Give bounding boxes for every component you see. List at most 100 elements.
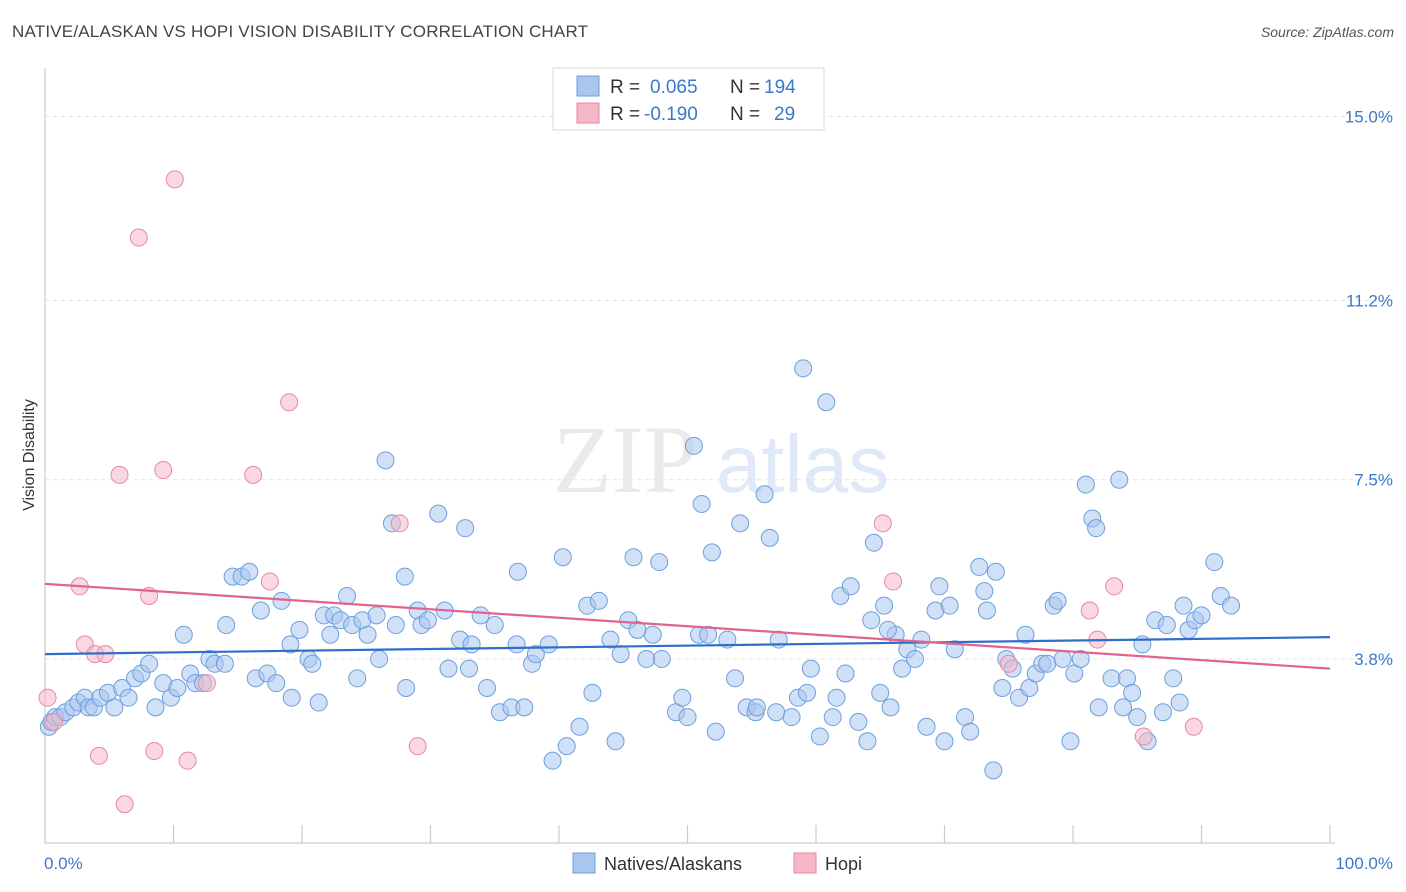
data-point: [794, 359, 813, 378]
data-point: [370, 649, 389, 668]
data-point: [395, 567, 414, 586]
data-point: [140, 654, 159, 673]
data-point: [873, 514, 892, 533]
data-point: [706, 722, 725, 741]
data-point: [999, 654, 1018, 673]
data-point: [557, 737, 576, 756]
data-point: [303, 654, 322, 673]
data-point: [836, 664, 855, 683]
data-point: [1102, 669, 1121, 688]
data-point: [1105, 577, 1124, 596]
data-point: [606, 732, 625, 751]
legend-label-natives: Natives/Alaskans: [604, 854, 742, 874]
data-point: [485, 616, 504, 635]
data-point: [386, 616, 405, 635]
source-label: Source: ZipAtlas.com: [1260, 24, 1394, 40]
data-point: [281, 635, 300, 654]
data-point: [290, 620, 309, 639]
data-point: [1153, 703, 1172, 722]
data-point: [731, 514, 750, 533]
data-point: [1053, 649, 1072, 668]
data-point: [38, 688, 57, 707]
data-point: [611, 645, 630, 664]
data-point: [1157, 616, 1176, 635]
data-point: [726, 669, 745, 688]
x-axis-ticks: [44, 825, 1331, 843]
data-point: [321, 625, 340, 644]
data-point: [105, 698, 124, 717]
watermark-atlas: atlas: [716, 419, 889, 510]
data-point: [508, 562, 527, 581]
data-point: [817, 393, 836, 412]
data-point: [1205, 553, 1224, 572]
data-point: [429, 504, 448, 523]
data-point: [893, 659, 912, 678]
data-point: [930, 577, 949, 596]
data-point: [912, 630, 931, 649]
data-point: [975, 582, 994, 601]
data-point: [367, 606, 386, 625]
data-point: [1061, 732, 1080, 751]
data-point: [282, 688, 301, 707]
data-point: [1038, 654, 1057, 673]
data-point: [798, 683, 817, 702]
legend-r-label-1: R =: [610, 77, 640, 98]
data-point: [652, 649, 671, 668]
data-point: [543, 751, 562, 770]
data-point: [1114, 698, 1133, 717]
data-point: [1170, 693, 1189, 712]
data-point: [244, 465, 263, 484]
data-point: [905, 649, 924, 668]
data-point: [801, 659, 820, 678]
legend-r-value-1: 0.065: [650, 77, 698, 98]
data-point: [977, 601, 996, 620]
y-tick-label: 3.8%: [1354, 650, 1393, 669]
data-point: [240, 562, 259, 581]
data-point: [601, 630, 620, 649]
data-point: [583, 683, 602, 702]
data-point: [699, 625, 718, 644]
data-point: [418, 611, 437, 630]
data-point: [165, 170, 184, 189]
data-point: [755, 485, 774, 504]
data-point: [881, 698, 900, 717]
data-point: [119, 688, 138, 707]
data-point: [145, 741, 164, 760]
data-point: [526, 645, 545, 664]
data-point: [678, 708, 697, 727]
data-point: [217, 616, 236, 635]
data-point: [1123, 683, 1142, 702]
data-point: [146, 698, 165, 717]
trendlines: [44, 582, 1331, 670]
data-point: [782, 708, 801, 727]
data-point: [1076, 475, 1095, 494]
data-point: [823, 708, 842, 727]
data-point: [1071, 649, 1090, 668]
y-tick-label: 11.2%: [1346, 292, 1393, 311]
data-point: [462, 635, 481, 654]
legend-n-value-2: 29: [774, 104, 795, 125]
legend-swatch-hopi-bottom: [793, 852, 817, 874]
y-tick-label: 7.5%: [1354, 471, 1393, 490]
y-axis-tick-labels: 3.8% 7.5% 11.2% 15.0%: [1345, 107, 1393, 669]
data-point: [539, 635, 558, 654]
data-point: [280, 393, 299, 412]
data-point: [408, 737, 427, 756]
series-legend: Natives/Alaskans Hopi: [572, 852, 862, 874]
legend-swatch-natives-bottom: [572, 852, 596, 874]
trend-line: [44, 582, 1331, 670]
data-point: [984, 761, 1003, 780]
data-point: [154, 461, 173, 480]
legend-swatch-hopi: [576, 102, 600, 124]
data-point: [358, 625, 377, 644]
data-point: [702, 543, 721, 562]
data-point: [1048, 591, 1067, 610]
data-point: [553, 548, 572, 567]
data-point: [692, 494, 711, 513]
data-point: [348, 669, 367, 688]
data-point: [1222, 596, 1241, 615]
data-point: [589, 591, 608, 610]
data-point: [862, 611, 881, 630]
data-point: [197, 674, 216, 693]
legend-r-label-2: R =: [610, 104, 640, 125]
